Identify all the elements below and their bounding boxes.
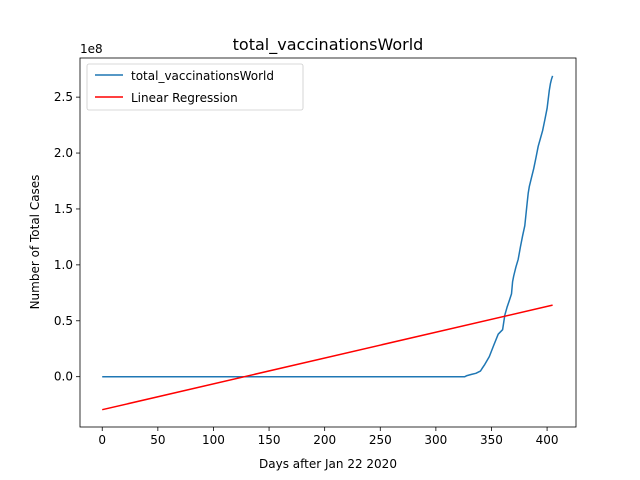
legend-label-vaccinations: total_vaccinationsWorld bbox=[131, 69, 274, 83]
x-tick-label: 350 bbox=[480, 433, 503, 447]
y-axis: 0.0 0.5 1.0 1.5 2.0 2.5 bbox=[54, 90, 80, 384]
series-line-1 bbox=[102, 304, 553, 411]
x-tick-label: 100 bbox=[202, 433, 225, 447]
x-tick-label: 0 bbox=[98, 433, 106, 447]
plot-frame bbox=[79, 57, 577, 428]
legend: total_vaccinationsWorld Linear Regressio… bbox=[86, 63, 304, 111]
y-tick-label: 1.0 bbox=[54, 258, 73, 272]
x-axis-label: Days after Jan 22 2020 bbox=[259, 457, 397, 471]
legend-label-regression: Linear Regression bbox=[131, 91, 238, 105]
x-axis: 0 50 100 150 200 250 300 350 400 bbox=[98, 427, 559, 447]
y-tick-label: 2.0 bbox=[54, 146, 73, 160]
y-offset-label: 1e8 bbox=[80, 42, 103, 56]
x-tick-label: 250 bbox=[369, 433, 392, 447]
y-tick-label: 1.5 bbox=[54, 202, 73, 216]
y-tick-label: 2.5 bbox=[54, 90, 73, 104]
series-layer bbox=[102, 75, 554, 411]
y-tick-label: 0.5 bbox=[54, 314, 73, 328]
x-tick-label: 400 bbox=[536, 433, 559, 447]
x-tick-label: 50 bbox=[150, 433, 165, 447]
x-tick-label: 200 bbox=[313, 433, 336, 447]
y-axis-label: Number of Total Cases bbox=[28, 175, 42, 310]
x-tick-label: 150 bbox=[258, 433, 281, 447]
x-tick-label: 300 bbox=[424, 433, 447, 447]
y-tick-label: 0.0 bbox=[54, 370, 73, 384]
chart-title: total_vaccinationsWorld bbox=[233, 35, 424, 55]
plot-area bbox=[79, 57, 577, 428]
legend-box bbox=[86, 63, 304, 111]
series-line-0 bbox=[102, 75, 554, 378]
